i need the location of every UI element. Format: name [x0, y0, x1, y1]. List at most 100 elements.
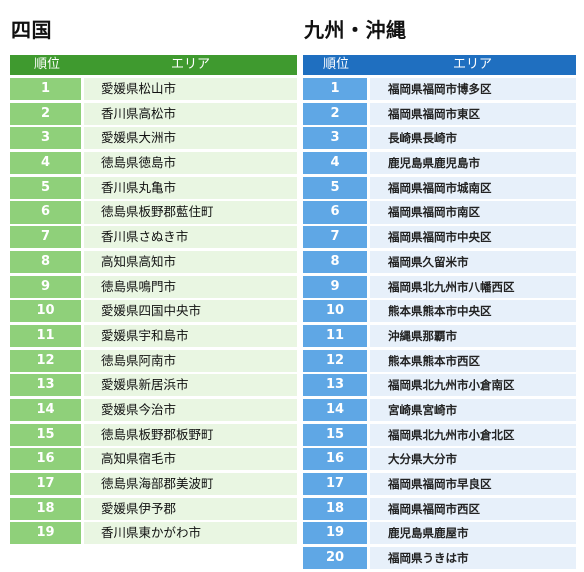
rank-cell: 8 — [10, 250, 81, 273]
table-row: 20 福岡県うきは市 — [303, 547, 576, 570]
table-row: 7 福岡県福岡市中央区 — [303, 226, 576, 249]
rank-cell: 16 — [10, 448, 81, 471]
rank-cell: 14 — [303, 398, 367, 422]
rank-cell: 14 — [10, 398, 81, 422]
kyushu-okinawa-ranking-table: 順位 エリア 1 福岡県福岡市博多区 2 福岡県福岡市東区 3 長崎県長崎市 4 鹿児島県鹿児… — [303, 55, 576, 572]
rank-cell: 15 — [303, 423, 367, 446]
rank-cell: 11 — [303, 324, 367, 347]
area-column-header: エリア — [170, 57, 210, 72]
table-row: 6 福岡県福岡市南区 — [303, 201, 576, 224]
table-row: 3 長崎県長崎市 — [303, 127, 576, 150]
rank-cell: 11 — [10, 324, 81, 347]
table-row: 13 愛媛県新居浜市 — [10, 374, 297, 397]
area-cell: 徳島県海部郡美波町 — [84, 473, 297, 496]
table-row: 3 愛媛県大洲市 — [10, 127, 297, 150]
kyushu-okinawa-table-header: 順位 エリア — [303, 55, 576, 75]
rank-cell: 6 — [10, 201, 81, 224]
rank-cell: 8 — [303, 250, 367, 273]
rank-cell: 17 — [10, 473, 81, 496]
rank-cell: 13 — [303, 374, 367, 397]
table-row: 12 熊本県熊本市西区 — [303, 349, 576, 372]
rank-cell: 12 — [10, 349, 81, 372]
area-cell: 高知県宿毛市 — [84, 448, 297, 471]
area-column-header: エリア — [452, 57, 492, 72]
area-cell: 沖縄県那覇市 — [370, 324, 576, 347]
area-cell: 愛媛県今治市 — [84, 398, 297, 422]
kyushu-okinawa-table-body: 1 福岡県福岡市博多区 2 福岡県福岡市東区 3 長崎県長崎市 4 鹿児島県鹿児島市 5 福岡県福… — [303, 78, 576, 570]
area-cell: 熊本県熊本市西区 — [370, 349, 576, 372]
rank-cell: 16 — [303, 448, 367, 471]
rank-cell: 10 — [10, 300, 81, 323]
area-cell: 愛媛県伊予郡 — [84, 497, 297, 520]
rank-cell: 4 — [10, 152, 81, 175]
rank-cell: 19 — [303, 522, 367, 545]
shikoku-ranking-table: 順位 エリア 1 愛媛県松山市 2 香川県高松市 3 愛媛県大洲市 4 徳島県徳島市 5 香川県丸… — [10, 55, 297, 547]
area-cell: 愛媛県大洲市 — [84, 127, 297, 150]
rank-cell: 9 — [303, 275, 367, 298]
area-cell: 徳島県板野郡藍住町 — [84, 201, 297, 224]
table-row: 7 香川県さぬき市 — [10, 226, 297, 249]
table-row: 14 宮崎県宮崎市 — [303, 398, 576, 422]
area-cell: 福岡県福岡市城南区 — [370, 176, 576, 199]
area-cell: 愛媛県新居浜市 — [84, 374, 297, 397]
table-row: 16 高知県宿毛市 — [10, 448, 297, 471]
area-cell: 福岡県福岡市南区 — [370, 201, 576, 224]
area-cell: 香川県東かがわ市 — [84, 522, 297, 545]
table-row: 4 徳島県徳島市 — [10, 152, 297, 175]
table-row: 15 福岡県北九州市小倉北区 — [303, 423, 576, 446]
area-cell: 大分県大分市 — [370, 448, 576, 471]
area-cell: 福岡県北九州市小倉南区 — [370, 374, 576, 397]
area-cell: 徳島県阿南市 — [84, 349, 297, 372]
area-cell: 徳島県板野郡板野町 — [84, 423, 297, 446]
rank-cell: 18 — [10, 497, 81, 520]
area-cell: 香川県さぬき市 — [84, 226, 297, 249]
table-row: 10 熊本県熊本市中央区 — [303, 300, 576, 323]
rank-cell: 1 — [303, 78, 367, 101]
rank-cell: 20 — [303, 547, 367, 570]
table-row: 17 徳島県海部郡美波町 — [10, 473, 297, 496]
area-cell: 香川県高松市 — [84, 102, 297, 125]
rank-cell: 5 — [10, 176, 81, 199]
rank-cell: 10 — [303, 300, 367, 323]
table-row: 19 鹿児島県鹿屋市 — [303, 522, 576, 545]
table-row: 8 福岡県久留米市 — [303, 250, 576, 273]
rank-cell: 2 — [303, 102, 367, 125]
rank-cell: 12 — [303, 349, 367, 372]
area-cell: 愛媛県四国中央市 — [84, 300, 297, 323]
rank-cell: 15 — [10, 423, 81, 446]
rank-cell: 9 — [10, 275, 81, 298]
area-cell: 福岡県福岡市早良区 — [370, 473, 576, 496]
area-cell: 熊本県熊本市中央区 — [370, 300, 576, 323]
area-cell: 福岡県福岡市博多区 — [370, 78, 576, 101]
area-cell: 香川県丸亀市 — [84, 176, 297, 199]
area-cell: 徳島県徳島市 — [84, 152, 297, 175]
area-cell: 福岡県福岡市東区 — [370, 102, 576, 125]
shikoku-table-body: 1 愛媛県松山市 2 香川県高松市 3 愛媛県大洲市 4 徳島県徳島市 5 香川県丸亀市 6 徳島県板… — [10, 78, 297, 545]
area-cell: 福岡県北九州市小倉北区 — [370, 423, 576, 446]
table-row: 5 福岡県福岡市城南区 — [303, 176, 576, 199]
area-cell: 徳島県鳴門市 — [84, 275, 297, 298]
area-cell: 長崎県長崎市 — [370, 127, 576, 150]
rank-cell: 4 — [303, 152, 367, 175]
table-row: 8 高知県高知市 — [10, 250, 297, 273]
table-row: 19 香川県東かがわ市 — [10, 522, 297, 545]
table-row: 12 徳島県阿南市 — [10, 349, 297, 372]
area-cell: 宮崎県宮崎市 — [370, 398, 576, 422]
table-row: 5 香川県丸亀市 — [10, 176, 297, 199]
rank-cell: 3 — [303, 127, 367, 150]
area-cell: 愛媛県松山市 — [84, 78, 297, 101]
area-cell: 福岡県久留米市 — [370, 250, 576, 273]
table-row: 9 徳島県鳴門市 — [10, 275, 297, 298]
area-cell: 鹿児島県鹿児島市 — [370, 152, 576, 175]
rank-cell: 2 — [10, 102, 81, 125]
table-row: 18 愛媛県伊予郡 — [10, 497, 297, 520]
table-row: 18 福岡県福岡市西区 — [303, 497, 576, 520]
area-cell: 福岡県北九州市八幡西区 — [370, 275, 576, 298]
area-cell: 福岡県福岡市中央区 — [370, 226, 576, 249]
table-row: 9 福岡県北九州市八幡西区 — [303, 275, 576, 298]
table-row: 2 福岡県福岡市東区 — [303, 102, 576, 125]
table-row: 1 福岡県福岡市博多区 — [303, 78, 576, 101]
table-row: 10 愛媛県四国中央市 — [10, 300, 297, 323]
rank-cell: 5 — [303, 176, 367, 199]
area-cell: 福岡県福岡市西区 — [370, 497, 576, 520]
